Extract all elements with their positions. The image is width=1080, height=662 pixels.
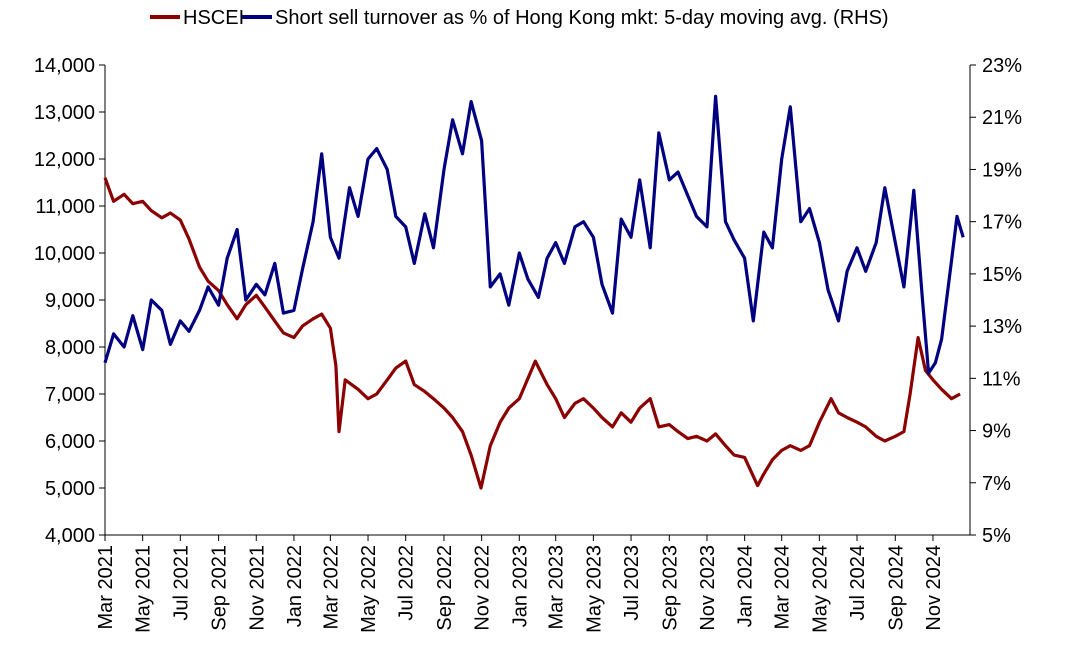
right-tick-label: 17%: [982, 212, 1022, 234]
left-tick-label: 7,000: [45, 384, 95, 406]
x-tick-label: Mar 2021: [95, 545, 117, 630]
left-tick-label: 6,000: [45, 431, 95, 453]
right-tick-label: 9%: [982, 421, 1011, 443]
legend: HSCEI Short sell turnover as % of Hong K…: [150, 7, 889, 29]
left-tick-label: 9,000: [45, 290, 95, 312]
legend-label-short-sell: Short sell turnover as % of Hong Kong mk…: [275, 7, 889, 29]
series-line-short-sell: [103, 94, 965, 375]
right-tick-label: 7%: [982, 473, 1011, 495]
left-tick-label: 8,000: [45, 337, 95, 359]
left-tick-label: 4,000: [45, 525, 95, 547]
x-tick-label: May 2024: [809, 545, 831, 633]
x-tick-label: Sep 2022: [434, 545, 456, 631]
x-tick-label: May 2022: [358, 545, 380, 633]
right-tick-label: 23%: [982, 55, 1022, 77]
x-axis-ticks: Mar 2021 May 2021 Jul 2021 Sep 2021 Nov 2021…: [95, 535, 945, 633]
x-tick-label: Mar 2022: [320, 545, 342, 630]
left-tick-label: 10,000: [34, 243, 95, 265]
x-tick-label: Jul 2021: [170, 545, 192, 621]
x-tick-label: Nov 2022: [472, 545, 494, 631]
x-tick-label: Jan 2023: [509, 545, 531, 627]
x-tick-label: Jan 2024: [735, 545, 757, 627]
left-tick-label: 12,000: [34, 149, 95, 171]
left-tick-label: 14,000: [34, 55, 95, 77]
left-axis-ticks: 4,000 5,000 6,000 7,000 8,000 9,000 10,000 11,0…: [34, 55, 105, 547]
x-tick-label: Jan 2022: [284, 545, 306, 627]
right-tick-label: 11%: [982, 368, 1021, 390]
right-tick-label: 5%: [982, 525, 1011, 547]
x-tick-label: Sep 2021: [209, 545, 231, 631]
right-tick-label: 15%: [982, 264, 1022, 286]
right-tick-label: 13%: [982, 316, 1022, 338]
right-tick-label: 19%: [982, 159, 1022, 181]
x-tick-label: Jul 2024: [847, 545, 869, 621]
right-tick-label: 21%: [982, 107, 1022, 129]
series-lines: [103, 94, 965, 490]
series-line-hscei: [103, 177, 961, 490]
x-tick-label: Sep 2023: [659, 545, 681, 631]
x-tick-label: Mar 2024: [772, 545, 794, 630]
x-tick-label: Nov 2023: [697, 545, 719, 631]
x-tick-label: Jul 2023: [621, 545, 643, 621]
legend-label-hscei: HSCEI: [183, 7, 244, 29]
axes: [104, 65, 971, 536]
x-tick-label: May 2021: [133, 545, 155, 633]
x-tick-label: Sep 2024: [885, 545, 907, 631]
x-tick-label: May 2023: [583, 545, 605, 633]
right-axis-ticks: 5% 7% 9% 11% 13% 15% 17% 19% 21% 23%: [970, 55, 1022, 547]
left-tick-label: 11,000: [35, 196, 95, 218]
left-tick-label: 13,000: [34, 102, 95, 124]
x-tick-label: Jul 2022: [396, 545, 418, 621]
left-tick-label: 5,000: [45, 478, 95, 500]
x-tick-label: Mar 2023: [546, 545, 568, 630]
x-tick-label: Nov 2024: [923, 545, 945, 631]
x-tick-label: Nov 2021: [246, 545, 268, 631]
